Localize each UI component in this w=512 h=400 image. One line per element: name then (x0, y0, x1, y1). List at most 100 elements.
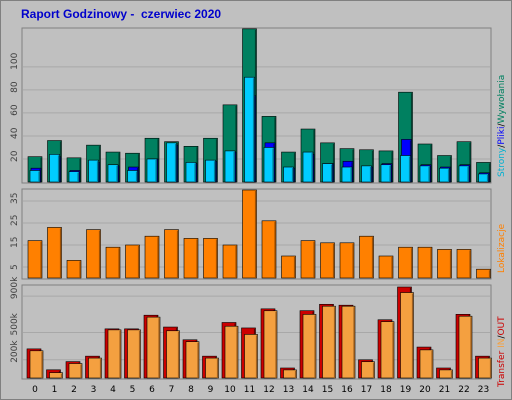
bar-strony (68, 171, 80, 183)
bar-transfer-in (400, 292, 414, 379)
bar-transfer-in (302, 314, 317, 379)
bar-strony (361, 165, 372, 183)
bar-transfer-in (361, 361, 375, 379)
legend-transfer: Transfer (497, 351, 507, 388)
bar-transfer-in (185, 341, 200, 379)
bar-lokalizacje (320, 242, 335, 279)
bar-transfer-in (49, 372, 63, 379)
bar-strony (88, 159, 99, 183)
x-tick-label: 4 (110, 385, 116, 395)
bar-strony (478, 173, 489, 183)
legend-wywolania: Wywołania (497, 75, 507, 124)
y-tick-label: 35 (10, 193, 20, 204)
x-tick-label: 7 (169, 385, 175, 395)
bar-transfer-in (127, 329, 141, 379)
x-tick-label: 6 (149, 385, 155, 395)
x-tick-label: 23 (478, 385, 489, 395)
bar-transfer-in (341, 305, 356, 379)
legend-pliki: Pliki (497, 127, 507, 145)
y-tick-label: 15 (10, 237, 20, 248)
bar-strony (341, 166, 353, 183)
bar-transfer-in (205, 357, 219, 379)
y-tick-label: 40 (10, 127, 20, 139)
bar-lokalizacje (125, 244, 140, 279)
x-tick-label: 0 (32, 385, 38, 395)
bar-strony (127, 170, 138, 183)
x-tick-label: 1 (52, 385, 58, 395)
bar-lokalizacje (281, 255, 296, 279)
y-tick-label: 20 (10, 150, 20, 162)
y-tick-label: 60 (10, 104, 20, 116)
legend-sep-3: / (497, 335, 507, 339)
x-tick-label: 20 (419, 385, 431, 395)
x-tick-label: 2 (71, 385, 77, 395)
bar-transfer-in (322, 305, 336, 379)
bar-lokalizacje (476, 268, 491, 279)
bar-lokalizacje (456, 249, 472, 279)
bar-lokalizacje (183, 238, 199, 279)
y-tick-label: 25 (10, 215, 20, 226)
bar-transfer-in (166, 330, 180, 379)
bar-lokalizacje (359, 235, 374, 279)
legend-sep-2: / (497, 123, 507, 127)
bar-strony (283, 166, 294, 183)
legend-lokalizacje: Lokalizacje (497, 223, 507, 273)
bar-lokalizacje (203, 238, 218, 279)
bar-strony (263, 147, 275, 183)
bar-strony (224, 150, 236, 183)
x-tick-label: 19 (400, 385, 412, 395)
y-tick-label: 5 (10, 264, 20, 270)
bar-strony (458, 165, 470, 183)
legend-strony: Strony (497, 147, 507, 177)
bar-transfer-in (283, 369, 297, 379)
x-tick-label: 10 (224, 385, 236, 395)
bar-lokalizacje (261, 220, 277, 279)
y-tick-label: 500k (10, 312, 20, 335)
x-tick-label: 5 (130, 385, 136, 395)
bar-strony (439, 167, 450, 183)
bar-lokalizacje (437, 249, 452, 279)
x-tick-label: 21 (439, 385, 450, 395)
bar-transfer-in (68, 363, 83, 379)
bar-transfer-in (244, 334, 258, 379)
x-tick-label: 15 (322, 385, 333, 395)
bar-lokalizacje (66, 260, 82, 279)
legend-panel2: Lokalizacje (497, 223, 507, 273)
bar-lokalizacje (86, 229, 101, 279)
x-tick-label: 14 (302, 385, 314, 395)
y-tick-label: 900k (10, 276, 20, 299)
x-tick-label: 3 (91, 385, 97, 395)
bar-strony (205, 159, 216, 183)
bar-transfer-in (439, 369, 453, 379)
bar-strony (29, 170, 41, 183)
legend-panel3: Transfer IN/OUT (497, 316, 507, 388)
bar-transfer-in (380, 321, 395, 379)
bar-transfer-in (224, 325, 239, 379)
x-tick-label: 13 (283, 385, 294, 395)
bar-transfer-in (478, 357, 492, 379)
legend-sep-1: / (497, 144, 507, 148)
x-tick-label: 16 (341, 385, 353, 395)
x-tick-label: 9 (208, 385, 214, 395)
bar-lokalizacje (164, 229, 179, 279)
bar-strony (244, 76, 255, 183)
legend-panel1: Strony/Pliki/Wywołania (497, 75, 507, 177)
bar-strony (322, 163, 333, 183)
x-tick-label: 12 (263, 385, 274, 395)
bar-transfer-in (419, 349, 434, 379)
bar-lokalizacje (105, 246, 121, 279)
bar-transfer-in (458, 315, 473, 379)
bar-strony (146, 158, 158, 183)
bar-lokalizacje (378, 255, 394, 279)
bar-transfer-in (88, 357, 102, 379)
bar-lokalizacje (339, 242, 355, 279)
bar-strony (419, 165, 431, 183)
bar-lokalizacje (417, 246, 433, 279)
legend-in: IN (497, 339, 507, 348)
x-tick-label: 22 (458, 385, 469, 395)
bar-strony (49, 154, 60, 183)
x-tick-label: 11 (244, 385, 255, 395)
bar-lokalizacje (398, 246, 413, 279)
bar-lokalizacje (144, 235, 160, 279)
